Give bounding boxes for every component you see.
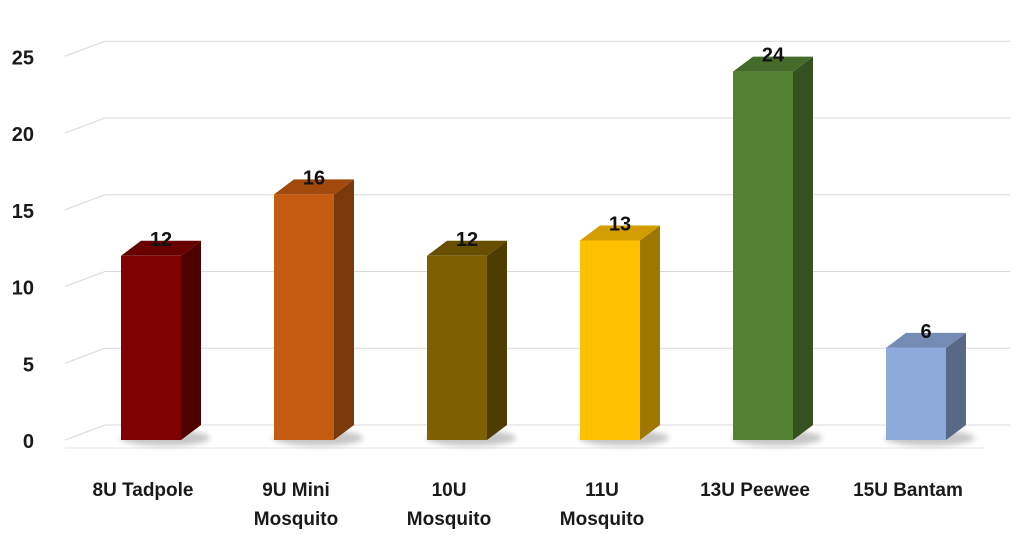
bar-front xyxy=(580,240,640,440)
data-label: 12 xyxy=(150,229,172,251)
y-tick-label: 10 xyxy=(12,278,34,300)
gridline-side xyxy=(64,40,106,57)
bar xyxy=(274,179,354,440)
bar-top xyxy=(427,240,507,256)
data-label: 6 xyxy=(920,321,931,343)
bar-top xyxy=(274,179,354,195)
x-tick-label: 8U Tadpole xyxy=(93,480,194,501)
bar-side xyxy=(334,179,354,440)
y-axis: 0 5 10 15 20 25 xyxy=(12,47,34,453)
data-label: 16 xyxy=(303,167,325,189)
bar-side xyxy=(181,240,201,440)
bar-front xyxy=(121,255,181,440)
bar-side xyxy=(640,225,660,440)
x-tick-label: 15U Bantam xyxy=(853,480,963,501)
x-tick-label: 11U Mosquito xyxy=(560,480,644,530)
bar-top xyxy=(121,240,201,256)
gridline-side xyxy=(64,271,106,287)
bar-front xyxy=(274,194,334,440)
bar-side xyxy=(487,240,507,440)
bars xyxy=(121,56,966,440)
data-labels: 12 16 12 13 24 6 xyxy=(150,45,932,343)
bar-side xyxy=(946,332,966,440)
bar-top xyxy=(886,332,966,348)
bar-top xyxy=(580,225,660,241)
x-tick-label: 10U Mosquito xyxy=(407,480,491,530)
y-tick-label: 5 xyxy=(23,354,34,376)
bar-shadows xyxy=(120,430,975,446)
bar xyxy=(580,225,660,440)
gridline-side xyxy=(64,424,106,441)
x-tick-label: 9U Mini Mosquito xyxy=(254,480,338,530)
bar xyxy=(427,240,507,440)
data-label: 24 xyxy=(762,45,785,67)
data-label: 12 xyxy=(456,229,478,251)
gridlines xyxy=(64,40,1010,441)
gridline-side xyxy=(64,347,106,364)
bar-front xyxy=(733,71,793,440)
bar xyxy=(733,56,813,440)
data-label: 13 xyxy=(609,213,631,235)
y-tick-label: 20 xyxy=(12,124,34,146)
gridline-side xyxy=(64,117,106,134)
y-tick-label: 25 xyxy=(12,47,34,69)
bar xyxy=(121,240,201,440)
bar-side xyxy=(793,56,813,440)
x-tick-label: 13U Peewee xyxy=(700,480,810,501)
bar-front xyxy=(886,347,946,440)
bar-front xyxy=(427,255,487,440)
x-axis: 8U Tadpole 9U Mini Mosquito 10U Mosquito 11U M… xyxy=(93,480,963,530)
y-tick-label: 15 xyxy=(12,201,34,223)
bar-top xyxy=(733,56,813,72)
gridline-side xyxy=(64,194,106,211)
y-tick-label: 0 xyxy=(23,431,34,453)
bar xyxy=(886,332,966,440)
